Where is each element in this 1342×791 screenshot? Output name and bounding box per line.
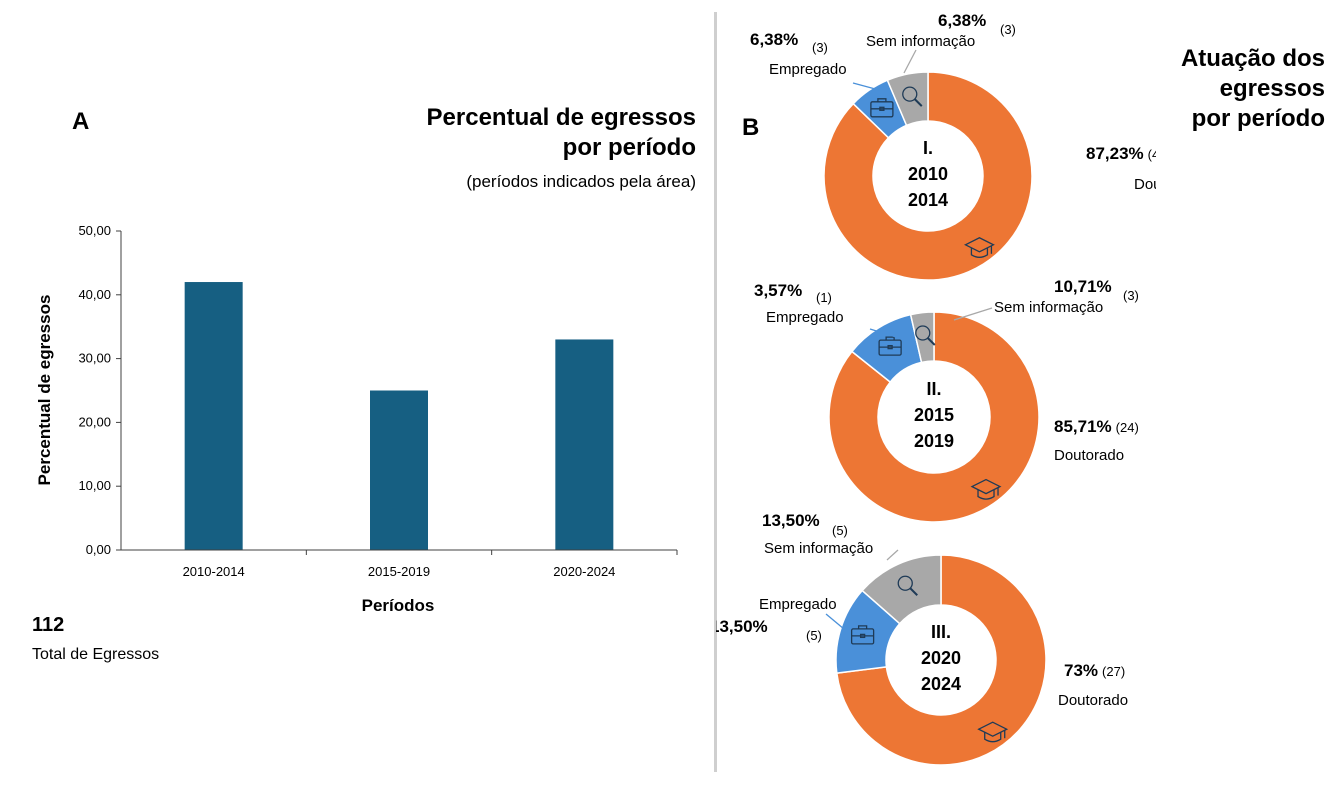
slice-percent: 87,23%(41) (1086, 144, 1156, 163)
bar-2020-2024 (555, 339, 614, 550)
donut-slice-doutorado (835, 554, 1047, 766)
graduation-cap-icon (963, 237, 995, 258)
donut-panel-title-line3: por período (1191, 105, 1325, 132)
slice-label: Doutorado (1054, 447, 1124, 464)
donut-center-label: 2019 (914, 431, 954, 451)
leader-line (953, 307, 993, 321)
slice-label: Sem informação (994, 299, 1103, 316)
donut-center-label: 2024 (921, 674, 961, 694)
slice-percent: 6,38% (750, 30, 798, 49)
slice-count: (3) (1000, 22, 1016, 37)
slice-count: (5) (832, 523, 848, 538)
leader-line (869, 328, 897, 338)
y-tick-label: 50,00 (78, 223, 111, 238)
magnifier-icon (902, 86, 923, 107)
y-tick-label: 20,00 (78, 414, 111, 429)
donut-center-label: III. (931, 622, 951, 642)
donut-center-label: 2014 (908, 190, 948, 210)
slice-count: (1) (816, 290, 832, 305)
slice-percent: 73% (27) (1064, 661, 1125, 680)
donut-chart-1: 87,23%(41) Doutorado 6,38% (3) Empregado 6,38… (750, 11, 1156, 281)
slice-label: Empregado (769, 61, 847, 78)
total-egressos-label: Total de Egressos (32, 646, 160, 663)
bar-chart-subtitle: (períodos indicados pela área) (466, 172, 696, 191)
magnifier-icon (915, 325, 936, 346)
slice-label: Empregado (766, 309, 844, 326)
donut-center-label: II. (926, 379, 941, 399)
x-tick-label: 2010-2014 (183, 564, 245, 579)
bar-chart-title-line1: Percentual de egressos (426, 104, 696, 131)
donut-chart-2: 85,71% (24) Doutorado 3,57% (1) Empregado 10,7… (754, 277, 1139, 523)
leader-line (903, 49, 917, 74)
slice-label: Empregado (759, 596, 837, 613)
y-tick-label: 0,00 (86, 542, 111, 557)
panel-a-letter: A (72, 108, 90, 135)
leader-line (886, 549, 899, 561)
x-tick-label: 2020-2024 (553, 564, 615, 579)
donut-center-label: 2015 (914, 405, 954, 425)
y-axis-label: Percentual de egressos (35, 295, 54, 486)
slice-label: Sem informação (764, 540, 873, 557)
donut-panel-title: Atuação dos egressos por período (1181, 44, 1325, 134)
panel-b-letter: B (742, 114, 760, 141)
briefcase-icon (878, 336, 902, 356)
slice-count: (27) (1102, 664, 1125, 679)
donut-chart-3: 73%(27) Doutorado 13,50% (5) Empregado 13,50%… (716, 511, 1128, 766)
briefcase-icon (870, 98, 894, 118)
donut-slice-doutorado (823, 71, 1033, 281)
slice-count: (5) (806, 628, 822, 643)
slice-count: (41) (1148, 147, 1156, 162)
x-tick-label: 2015-2019 (368, 564, 430, 579)
slice-percent: 10,71% (1054, 277, 1112, 296)
slice-label: Doutorado (1058, 692, 1128, 709)
leader-line (852, 82, 880, 91)
briefcase-icon (850, 625, 875, 645)
leader-line (825, 613, 845, 630)
slice-percent: 13,50% (716, 617, 768, 636)
bar-chart-title-line2: por período (562, 134, 696, 161)
bar-2010-2014 (184, 282, 243, 550)
bar-chart-title: Percentual de egressos por período (427, 103, 696, 163)
graduation-cap-icon (970, 478, 1002, 500)
donut-panel-title-line2: egressos (1219, 75, 1325, 102)
magnifier-icon (897, 575, 918, 596)
donut-center-label: 2020 (921, 648, 961, 668)
slice-percent: 13,50% (762, 511, 820, 530)
graduation-cap-icon (977, 721, 1009, 743)
x-axis-label: Períodos (362, 596, 435, 615)
slice-count: (3) (1123, 288, 1139, 303)
slice-label: Sem informação (866, 33, 975, 50)
bar-chart: 0,00 10,00 20,00 30,00 40,00 50,00 2010-2014 2… (35, 223, 678, 615)
y-tick-label: 30,00 (78, 351, 111, 366)
bar-2015-2019 (370, 390, 428, 550)
y-tick-label: 40,00 (78, 287, 111, 302)
y-tick-label: 10,00 (78, 478, 111, 493)
total-egressos-value: 112 (32, 614, 65, 636)
slice-percent: 6,38% (938, 11, 986, 30)
donut-panel-title-line1: Atuação dos (1180, 45, 1325, 72)
donut-center-label: 2010 (908, 164, 948, 184)
slice-percent: 85,71% (24) (1054, 417, 1139, 436)
donut-slice-doutorado (828, 311, 1040, 523)
donut-center-label: I. (923, 138, 933, 158)
panel-divider (714, 12, 717, 772)
slice-count: (24) (1116, 420, 1139, 435)
slice-count: (3) (812, 40, 828, 55)
donut-slice-sem-informação (886, 71, 929, 127)
donut-slice-sem-informação (909, 311, 935, 364)
slice-percent: 3,57% (754, 281, 802, 300)
slice-label: Doutorado (1134, 176, 1156, 193)
donut-charts: 87,23%(41) Doutorado 6,38% (3) Empregado 6,38… (716, 11, 1156, 766)
